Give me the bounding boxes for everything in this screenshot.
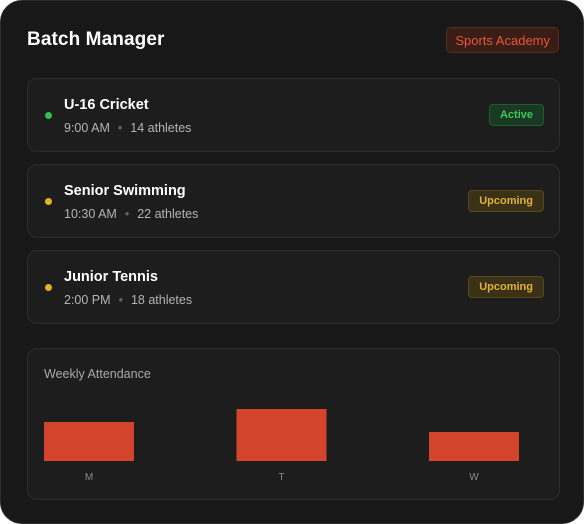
batch-name: U-16 Cricket — [64, 97, 149, 113]
status-badge: Upcoming — [468, 190, 544, 212]
weekly-attendance-card: MTWTF Weekly Attendance — [27, 348, 560, 500]
status-dot — [45, 284, 52, 291]
meta-separator: • — [117, 121, 123, 135]
batch-card-junior-tennis[interactable]: Junior Tennis 2:00 PM • 18 athletes Upcomi… — [27, 250, 560, 324]
batch-name: Senior Swimming — [64, 183, 186, 199]
status-badge: Upcoming — [468, 276, 544, 298]
meta-separator: • — [124, 207, 130, 221]
attendance-chart: MTWTF — [44, 409, 519, 483]
chart-title: Weekly Attendance — [44, 367, 151, 381]
attendance-bar — [44, 422, 134, 461]
attendance-bar — [429, 432, 519, 461]
athlete-count: 14 athletes — [130, 121, 192, 135]
batch-card-senior-swimming[interactable]: Senior Swimming 10:30 AM • 22 athletes Upc… — [27, 164, 560, 238]
batch-time: 2:00 PM — [64, 293, 111, 307]
batch-time: 9:00 AM — [64, 121, 110, 135]
batch-meta: 10:30 AM • 22 athletes — [64, 207, 198, 221]
status-dot — [45, 112, 52, 119]
status-badge: Active — [488, 104, 544, 126]
day-tick-label: T — [278, 472, 284, 483]
athlete-count: 22 athletes — [137, 207, 199, 221]
batch-meta: 9:00 AM • 14 athletes — [64, 121, 191, 135]
batch-time: 10:30 AM — [64, 207, 117, 221]
day-tick-label: M — [85, 472, 93, 483]
batch-meta: 2:00 PM • 18 athletes — [64, 293, 192, 307]
day-tick-label: W — [469, 472, 479, 483]
status-dot — [45, 198, 52, 205]
batch-card-u16-cricket[interactable]: U-16 Cricket 9:00 AM • 14 athletes Active — [27, 78, 560, 152]
org-badge: Sports Academy — [446, 27, 559, 53]
page-title: Batch Manager — [27, 29, 165, 50]
meta-separator: • — [118, 293, 123, 307]
header: Batch Manager Sports Academy — [27, 27, 559, 55]
batch-name: Junior Tennis — [64, 269, 158, 285]
attendance-bar — [236, 409, 327, 461]
athlete-count: 18 athletes — [130, 293, 193, 307]
